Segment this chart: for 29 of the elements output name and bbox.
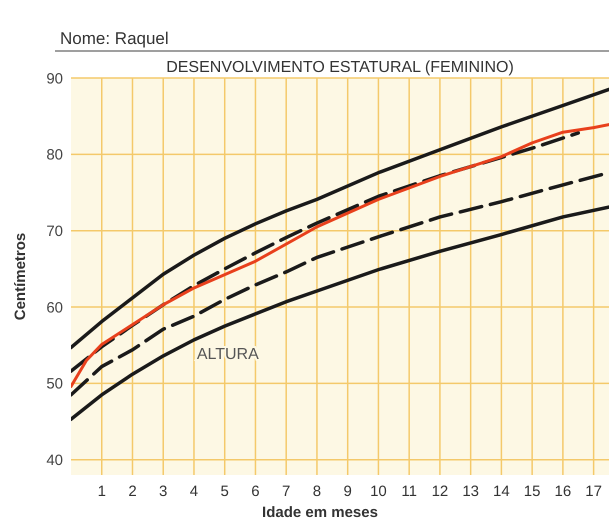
y-tick-label: 50 bbox=[46, 376, 63, 393]
line-series bbox=[71, 88, 609, 350]
x-tick-label: 13 bbox=[462, 483, 479, 500]
y-tick-label: 60 bbox=[46, 299, 63, 316]
x-tick-label: 7 bbox=[282, 483, 290, 500]
x-tick-label: 10 bbox=[370, 483, 387, 500]
x-tick-label: 11 bbox=[401, 483, 417, 500]
x-tick-label: 4 bbox=[190, 483, 198, 500]
x-tick-label: 1 bbox=[98, 483, 106, 500]
y-tick-label: 90 bbox=[46, 70, 63, 88]
x-tick-label: 5 bbox=[220, 483, 229, 500]
x-tick-label: 3 bbox=[159, 483, 168, 500]
x-tick-label: 6 bbox=[251, 483, 260, 500]
y-tick-label: 70 bbox=[46, 222, 63, 240]
x-axis-title: Idade em meses bbox=[262, 504, 378, 521]
x-tick-label: 9 bbox=[344, 483, 352, 500]
y-tick-label: 40 bbox=[46, 452, 63, 469]
x-tick-label: 15 bbox=[524, 483, 540, 500]
chart-title: DESENVOLVIMENTO ESTATURAL (FEMININO) bbox=[166, 59, 514, 76]
y-tick-label: 80 bbox=[46, 146, 63, 164]
x-tick-label: 12 bbox=[432, 483, 448, 500]
x-tick-label: 8 bbox=[312, 483, 322, 500]
x-tick-label: 17 bbox=[585, 483, 602, 500]
x-tick-label: 2 bbox=[128, 483, 137, 500]
y-axis-title: Centímetros bbox=[12, 232, 29, 320]
x-tick-label: 16 bbox=[554, 483, 572, 500]
x-tick-label: 14 bbox=[493, 483, 510, 500]
line-series bbox=[71, 205, 609, 422]
text: Nome: Raquel bbox=[60, 29, 169, 48]
